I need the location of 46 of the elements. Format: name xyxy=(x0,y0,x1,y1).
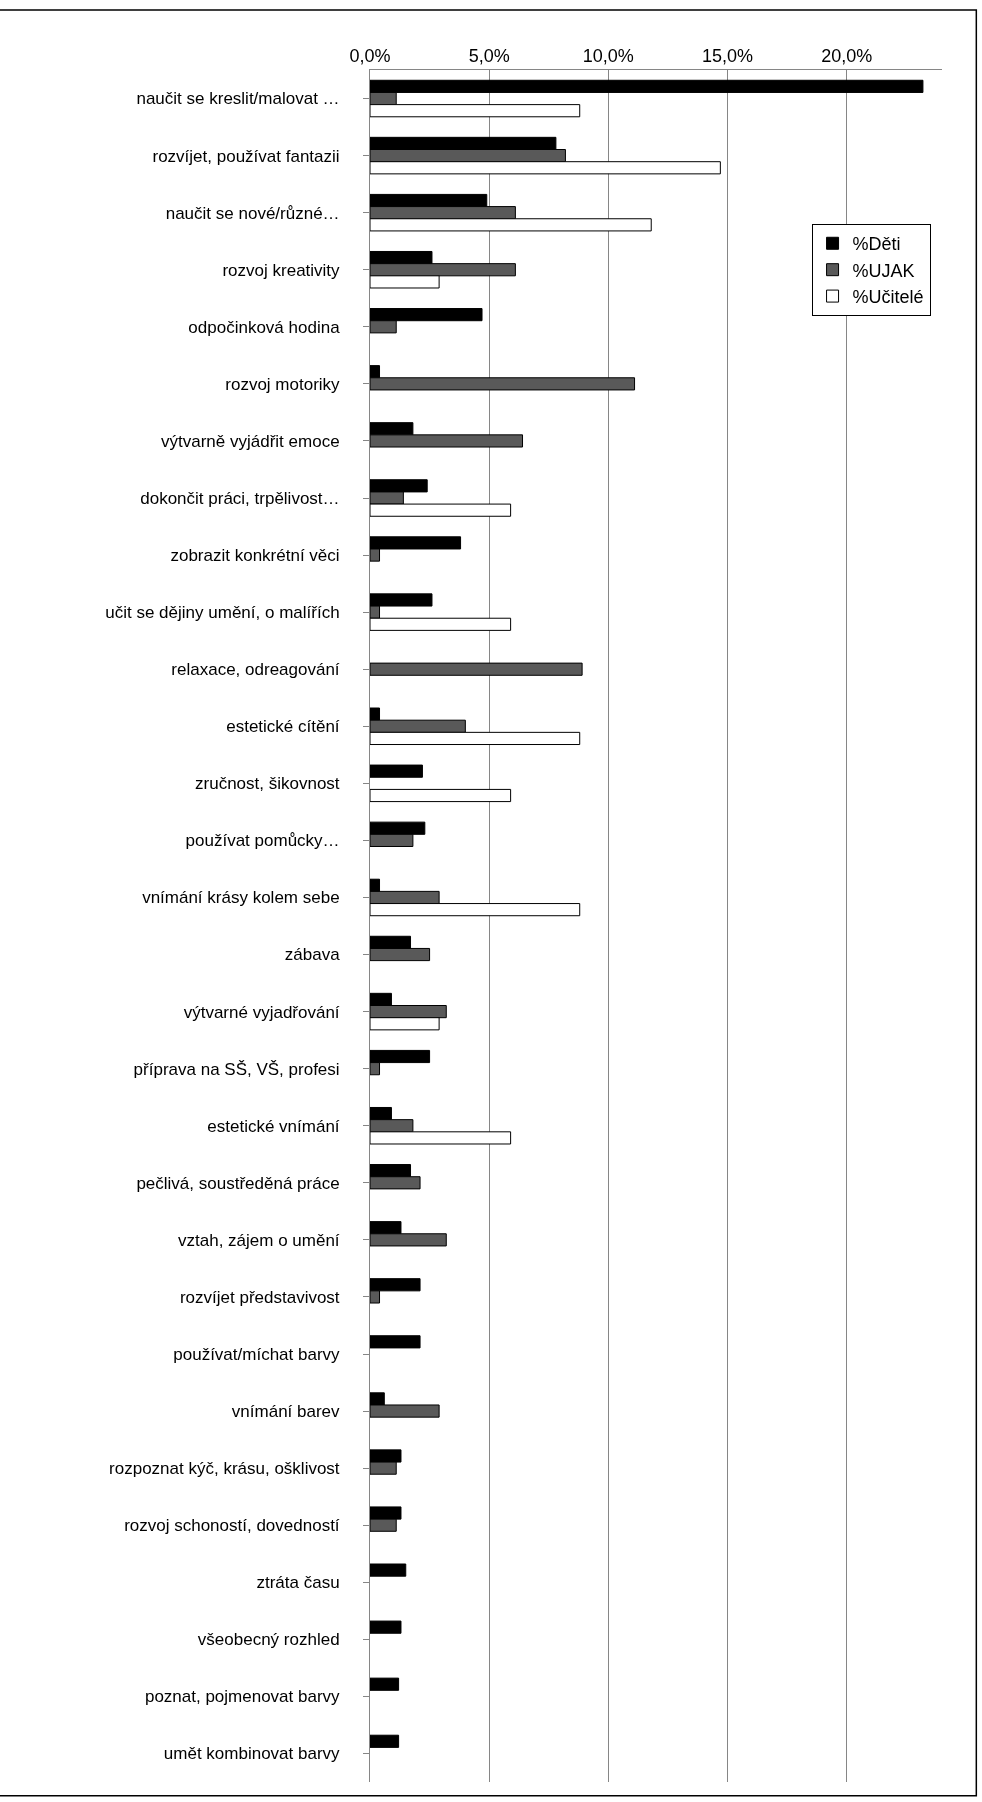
x-tick-label: 15,0% xyxy=(701,45,754,66)
bar xyxy=(370,1677,400,1691)
y-tick-label: odpočinková hodina xyxy=(188,317,341,337)
x-tick-label: 10,0% xyxy=(582,45,634,66)
y-tick-label: rozpoznat kýč, krásu, ošklivost xyxy=(109,1459,340,1479)
y-tick-label: učit se dějiny umění, o malířích xyxy=(105,603,340,623)
legend-label: %UJAK xyxy=(852,260,915,281)
y-tick-label: výtvarně vyjádřit emoce xyxy=(161,431,340,451)
y-tick-label: naučit se kreslit/malovat … xyxy=(136,89,340,109)
bar xyxy=(370,1335,421,1349)
bar xyxy=(370,1734,400,1748)
y-tick-label: zobrazit konkrétní věci xyxy=(170,546,340,566)
y-tick-label: zábava xyxy=(284,945,341,965)
y-tick-label: rozvíjet představivost xyxy=(179,1287,340,1307)
y-tick-label: rozvoj schoností, dovedností xyxy=(124,1516,340,1536)
bar xyxy=(370,1563,407,1577)
y-tick-label: rozvoj motoriky xyxy=(225,374,341,394)
bar xyxy=(370,764,423,778)
bar xyxy=(370,662,583,676)
y-tick-label: rozvoj kreativity xyxy=(222,260,341,280)
bar xyxy=(370,788,512,803)
x-tick-label: 20,0% xyxy=(821,45,873,66)
y-tick-label: relaxace, odreagování xyxy=(171,660,340,680)
y-tick-label: vnímání barev xyxy=(231,1402,341,1422)
y-tick-label: ztráta času xyxy=(256,1573,340,1593)
y-tick-label: naučit se nové/různé… xyxy=(165,203,340,223)
y-tick-label: výtvarné vyjadřování xyxy=(183,1002,340,1022)
y-tick-label: umět kombinovat barvy xyxy=(163,1744,341,1764)
y-tick-label: používat pomůcky… xyxy=(185,831,340,851)
y-tick-label: poznat, pojmenovat barvy xyxy=(144,1687,341,1707)
y-tick-label: vnímání krásy kolem sebe xyxy=(142,888,340,908)
y-tick-label: všeobecný rozhled xyxy=(197,1630,340,1650)
y-tick-label: estetické cítění xyxy=(226,717,340,737)
x-tick-label: 5,0% xyxy=(468,45,510,66)
bar xyxy=(370,1620,402,1634)
y-tick-label: rozvíjet, používat fantazii xyxy=(152,146,340,166)
x-tick-label: 0,0% xyxy=(349,45,391,66)
y-tick-label: estetické vnímání xyxy=(207,1116,340,1136)
y-tick-label: používat/míchat barvy xyxy=(173,1344,341,1364)
y-tick-label: vztah, zájem o umění xyxy=(178,1230,340,1250)
y-tick-label: dokončit práci, trpělivost… xyxy=(140,488,340,508)
y-tick-label: pečlivá, soustředěná práce xyxy=(136,1173,340,1193)
legend-label: %Děti xyxy=(852,234,901,255)
legend-label: %Učitelé xyxy=(852,287,924,308)
y-tick-label: zručnost, šikovnost xyxy=(195,774,340,794)
y-tick-label: příprava na SŠ, VŠ, profesi xyxy=(133,1059,340,1079)
